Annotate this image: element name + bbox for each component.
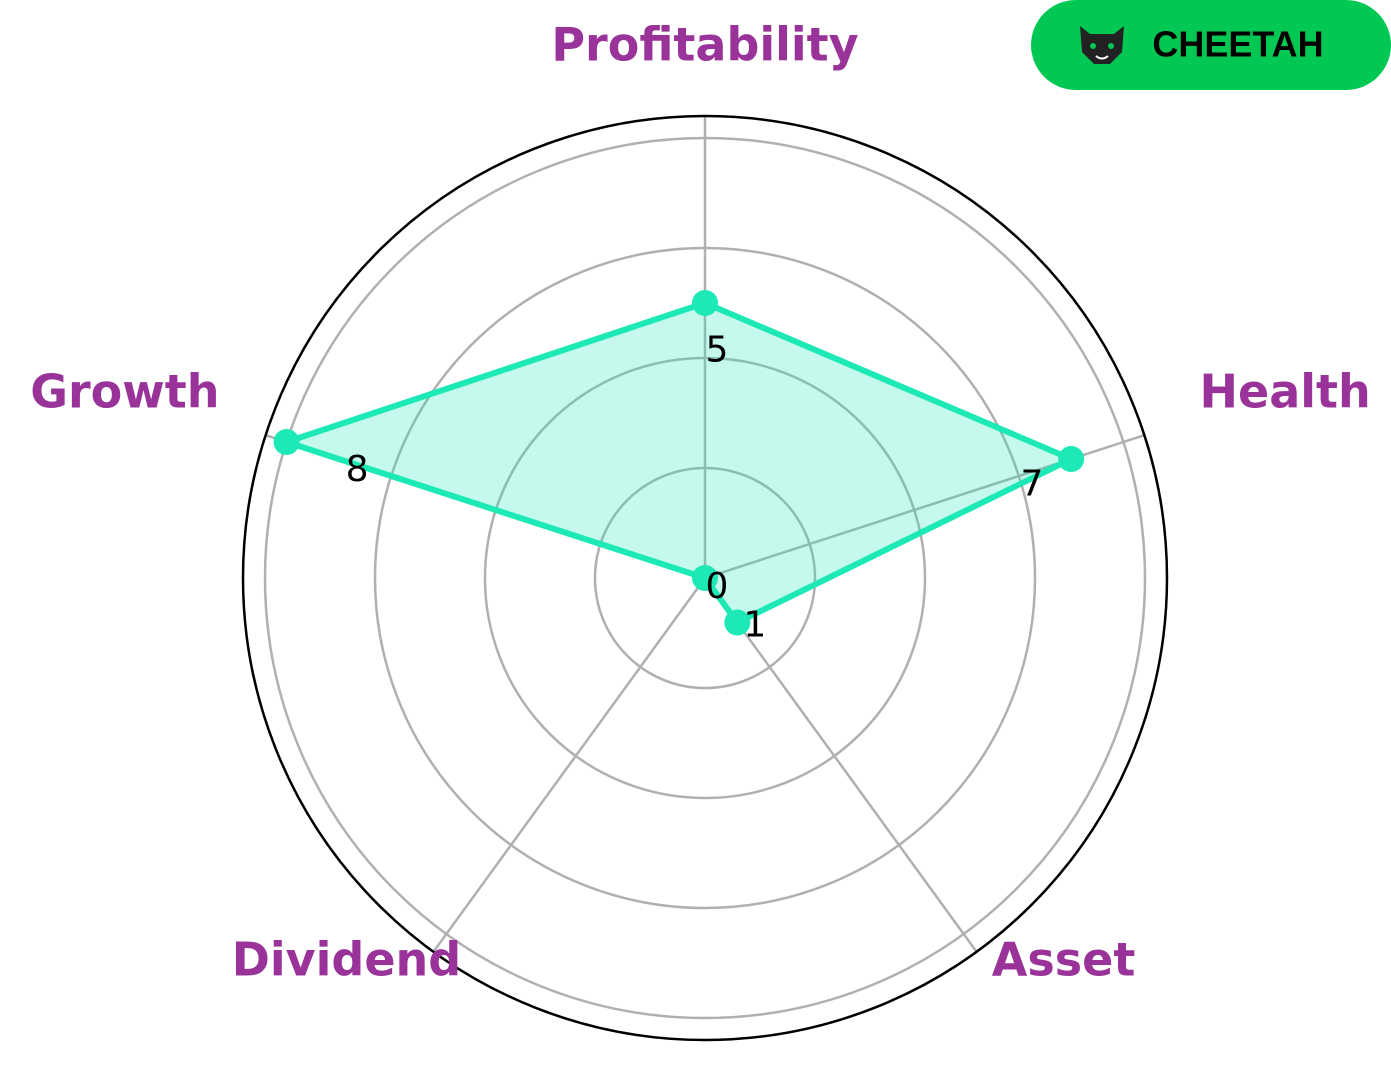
radar-point bbox=[692, 565, 718, 591]
radar-area bbox=[283, 300, 1075, 626]
value-label: 8 bbox=[346, 449, 369, 490]
category-label: Profitability bbox=[551, 18, 858, 72]
category-label: Growth bbox=[30, 365, 219, 419]
category-label: Dividend bbox=[232, 933, 462, 987]
outer-frame bbox=[241, 114, 1169, 1042]
spoke bbox=[703, 577, 978, 953]
logo-label[interactable]: CHEETAH bbox=[1152, 24, 1323, 65]
category-label: Health bbox=[1200, 365, 1371, 419]
cheetah-icon bbox=[1080, 26, 1124, 64]
logo-background[interactable] bbox=[1031, 0, 1391, 90]
value-label: 1 bbox=[743, 604, 766, 645]
radar-point bbox=[724, 609, 751, 636]
value-label: 5 bbox=[706, 330, 729, 371]
category-label: Asset bbox=[992, 933, 1136, 987]
value-label: 7 bbox=[1020, 464, 1043, 505]
spoke bbox=[432, 577, 707, 953]
logo-badge[interactable]: CHEETAH bbox=[1031, 0, 1391, 90]
value-label: 0 bbox=[706, 566, 729, 607]
radar-point bbox=[1058, 446, 1085, 473]
radar-point bbox=[273, 429, 300, 456]
radar-point bbox=[692, 290, 718, 316]
